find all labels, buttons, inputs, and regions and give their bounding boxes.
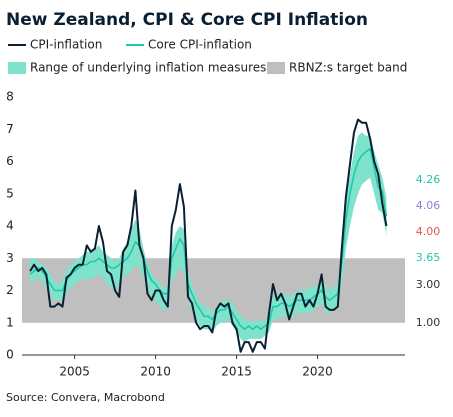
- y-tick-label: 8: [6, 90, 14, 104]
- legend-swatch: [267, 62, 285, 74]
- legend-label: Range of underlying inflation measures: [30, 61, 266, 75]
- series-line: [29, 147, 388, 331]
- annotation: 1.00: [416, 316, 441, 329]
- annotation: 3.65: [416, 251, 441, 264]
- annotation: 4.06: [416, 199, 441, 212]
- y-tick-label: 4: [6, 219, 14, 233]
- y-tick-label: 7: [6, 122, 14, 136]
- chart-title: New Zealand, CPI & Core CPI Inflation: [6, 10, 368, 30]
- y-tick-label: 1: [6, 315, 14, 329]
- legend-label: RBNZ:s target band: [289, 61, 407, 75]
- x-tick-label: 2010: [140, 365, 171, 379]
- y-tick-label: 5: [6, 186, 14, 200]
- annotation: 4.00: [416, 225, 441, 238]
- annotation: 4.26: [416, 173, 441, 186]
- y-tick-label: 0: [6, 348, 14, 362]
- series-line: [29, 118, 388, 353]
- x-tick-label: 2015: [221, 365, 252, 379]
- source-note: Source: Convera, Macrobond: [6, 391, 165, 404]
- x-tick-label: 2005: [59, 365, 90, 379]
- x-tick-label: 2020: [302, 365, 333, 379]
- y-tick-label: 6: [6, 154, 14, 168]
- legend-label: Core CPI-inflation: [148, 38, 252, 52]
- legend-label: CPI-inflation: [30, 38, 102, 52]
- y-tick-label: 2: [6, 283, 14, 297]
- annotation: 3.00: [416, 278, 441, 291]
- y-tick-label: 3: [6, 251, 14, 265]
- legend-swatch: [8, 62, 26, 74]
